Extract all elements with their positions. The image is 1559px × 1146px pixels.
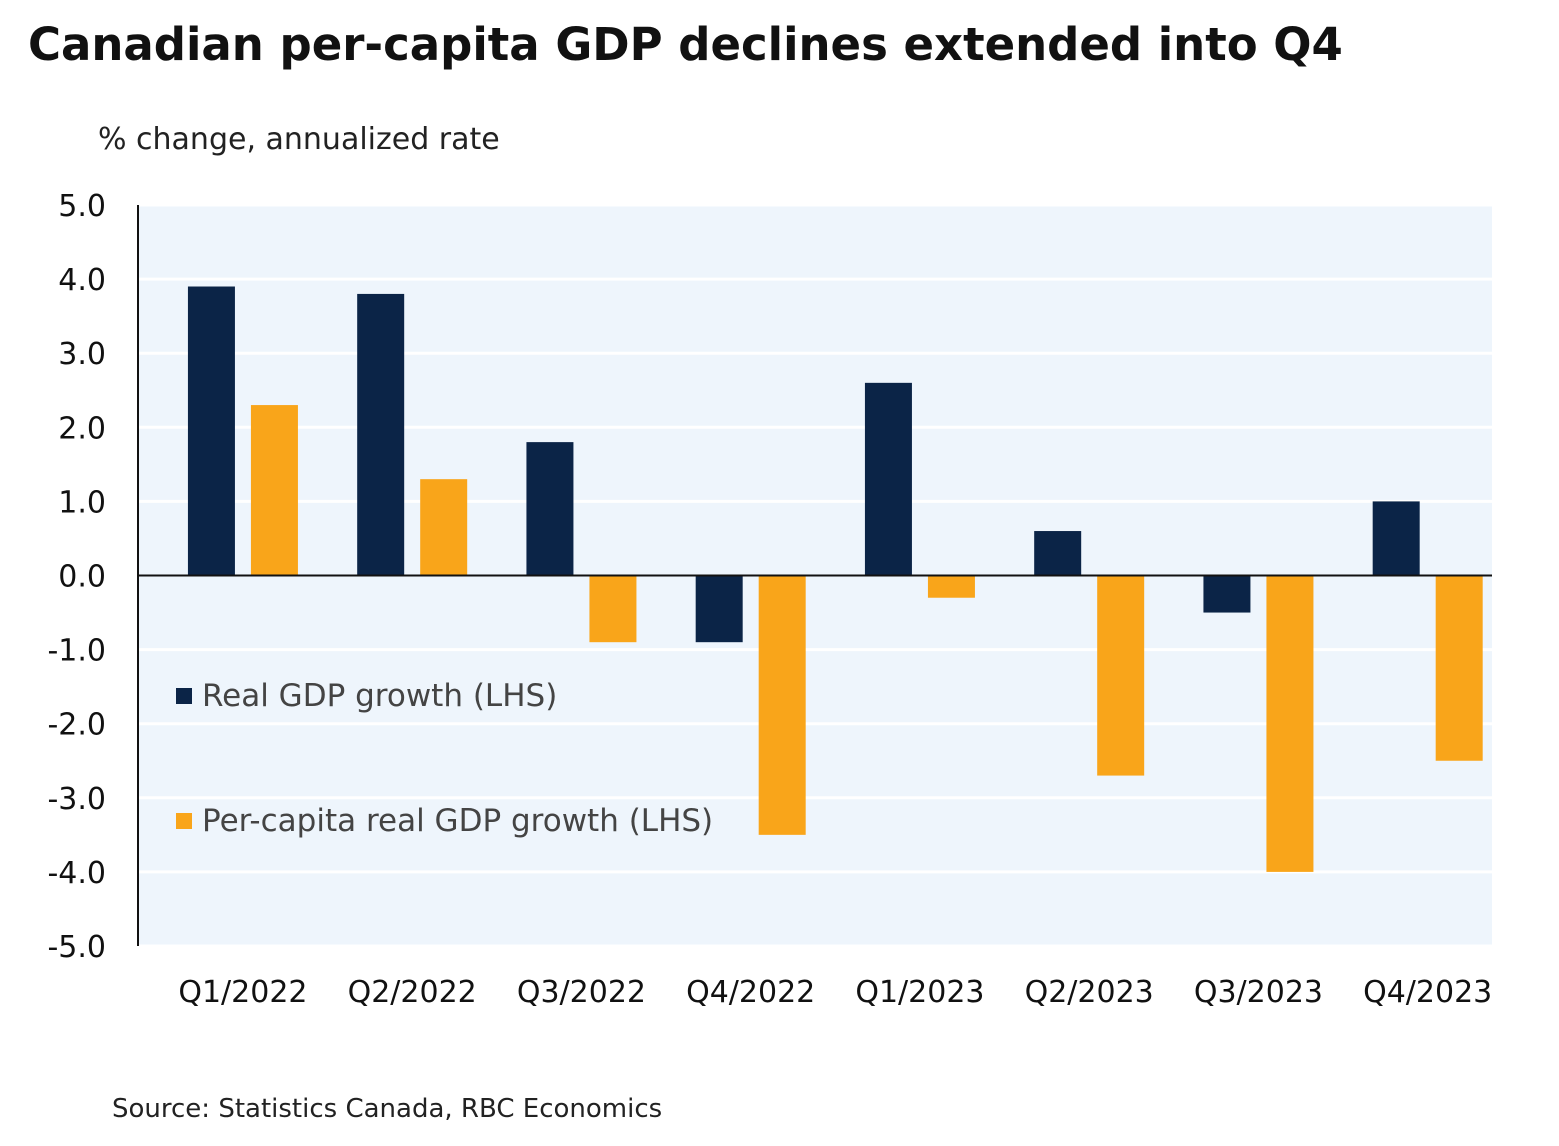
y-tick-label: -5.0 [47,930,106,965]
source-note: Source: Statistics Canada, RBC Economics [112,1094,663,1124]
bar-per-capita-q3-2023 [1266,575,1314,872]
y-tick-label: 3.0 [58,337,106,372]
bar-per-capita-q1-2023 [927,575,975,598]
bar-real-gdp-q3-2023 [1203,575,1251,613]
legend-label-per-capita: Per-capita real GDP growth (LHS) [202,803,714,839]
x-tick-label: Q2/2023 [1025,975,1154,1010]
x-tick-label: Q3/2023 [1194,975,1323,1010]
bar-per-capita-q4-2023 [1435,575,1483,761]
y-tick-label: 1.0 [58,485,106,520]
legend-label-real-gdp: Real GDP growth (LHS) [202,678,558,714]
x-tick-labels: Q1/2022 Q2/2022 Q3/2022 Q4/2022 Q1/2023 Q2/20… [178,975,1492,1010]
x-tick-label: Q1/2022 [178,975,307,1010]
legend-swatch-per-capita [176,813,192,829]
bar-real-gdp-q4-2023 [1372,501,1420,576]
bar-real-gdp-q1-2022 [187,286,235,576]
bar-per-capita-q4-2022 [758,575,806,835]
legend-swatch-real-gdp [176,688,192,704]
bar-per-capita-q2-2022 [420,479,468,576]
x-tick-label: Q1/2023 [855,975,984,1010]
bar-real-gdp-q2-2023 [1034,531,1082,576]
y-tick-label: 5.0 [58,189,106,224]
bars [187,286,1483,872]
bar-per-capita-q3-2022 [589,575,637,643]
y-tick-labels: 5.0 4.0 3.0 2.0 1.0 0.0 -1.0 -2.0 -3.0 -4.0 -5.0 [47,189,106,965]
legend-item-per-capita: Per-capita real GDP growth (LHS) [176,803,713,839]
bar-real-gdp-q2-2022 [357,293,405,576]
x-tick-label: Q4/2022 [686,975,815,1010]
y-tick-label: -4.0 [47,856,106,891]
bar-real-gdp-q3-2022 [526,442,574,576]
y-axis-label: % change, annualized rate [98,122,500,157]
x-tick-label: Q3/2022 [517,975,646,1010]
y-tick-label: -2.0 [47,708,106,743]
legend-item-real-gdp: Real GDP growth (LHS) [176,678,557,714]
bar-real-gdp-q1-2023 [864,382,912,576]
bar-per-capita-q2-2023 [1097,575,1145,776]
chart-title: Canadian per-capita GDP declines extende… [28,18,1343,71]
y-tick-label: -3.0 [47,782,106,817]
y-tick-label: -1.0 [47,634,106,669]
y-tick-label: 4.0 [58,263,106,298]
y-tick-label: 0.0 [58,560,106,595]
x-tick-label: Q2/2022 [348,975,477,1010]
bar-per-capita-q1-2022 [250,405,298,576]
x-tick-label: Q4/2023 [1363,975,1492,1010]
y-tick-label: 2.0 [58,411,106,446]
bar-real-gdp-q4-2022 [695,575,743,643]
